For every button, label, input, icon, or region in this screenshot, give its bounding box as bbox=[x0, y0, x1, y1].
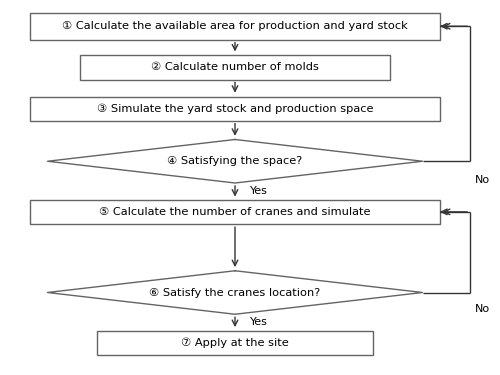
Text: ③ Simulate the yard stock and production space: ③ Simulate the yard stock and production… bbox=[97, 104, 373, 114]
Bar bbox=[30, 97, 440, 121]
Text: No: No bbox=[475, 175, 490, 185]
Text: ② Calculate number of molds: ② Calculate number of molds bbox=[151, 63, 319, 72]
Text: ⑤ Calculate the number of cranes and simulate: ⑤ Calculate the number of cranes and sim… bbox=[99, 207, 371, 217]
Bar bbox=[30, 200, 440, 224]
Text: ④ Satisfying the space?: ④ Satisfying the space? bbox=[168, 156, 302, 166]
Bar bbox=[98, 331, 372, 356]
Text: ① Calculate the available area for production and yard stock: ① Calculate the available area for produ… bbox=[62, 21, 408, 31]
Text: ⑥ Satisfy the cranes location?: ⑥ Satisfy the cranes location? bbox=[150, 288, 320, 297]
Text: ⑦ Apply at the site: ⑦ Apply at the site bbox=[181, 338, 289, 348]
Text: Yes: Yes bbox=[250, 186, 268, 196]
Text: Yes: Yes bbox=[250, 317, 268, 327]
Bar bbox=[30, 13, 440, 40]
Polygon shape bbox=[48, 140, 422, 183]
Polygon shape bbox=[48, 271, 422, 314]
Bar bbox=[80, 56, 390, 80]
Text: No: No bbox=[475, 304, 490, 314]
